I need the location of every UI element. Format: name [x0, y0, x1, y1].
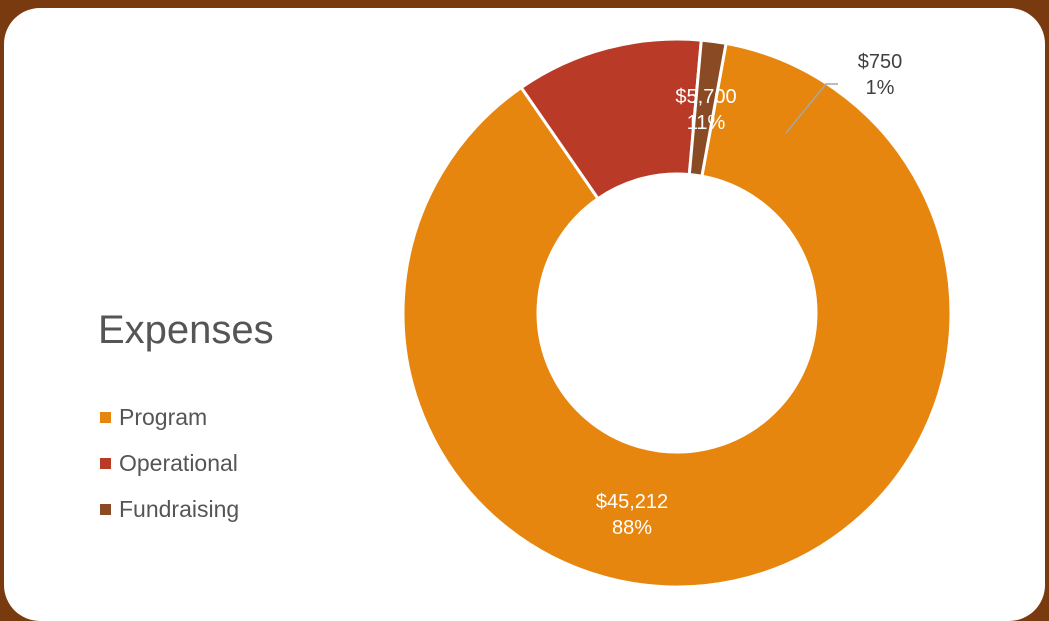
- data-label-program-value: $45,212: [596, 491, 668, 513]
- legend-label-fundraising: Fundraising: [119, 495, 240, 522]
- chart-title: Expenses: [98, 308, 274, 352]
- legend-swatch-operational: [100, 457, 111, 469]
- data-label-operational-value: $5,700: [675, 86, 736, 108]
- legend-swatch-program: [100, 411, 111, 423]
- data-label-operational-percent: 11%: [687, 112, 726, 134]
- legend-item-operational: Operational: [100, 440, 239, 486]
- data-label-program-percent: 88%: [612, 517, 652, 539]
- data-label-fundraising-value: $750: [858, 51, 903, 73]
- legend-label-program: Program: [119, 403, 208, 430]
- slice-fundraising: [687, 38, 728, 178]
- legend-label-operational: Operational: [119, 449, 238, 476]
- legend-item-fundraising: Fundraising: [100, 486, 239, 532]
- legend-swatch-fundraising: [100, 503, 111, 515]
- leader-line-fundraising: [785, 83, 838, 134]
- legend: Program Operational Fundraising: [100, 394, 239, 532]
- legend-item-program: Program: [100, 394, 239, 440]
- data-label-fundraising-percent: 1%: [866, 77, 895, 99]
- slice-program: [401, 41, 953, 589]
